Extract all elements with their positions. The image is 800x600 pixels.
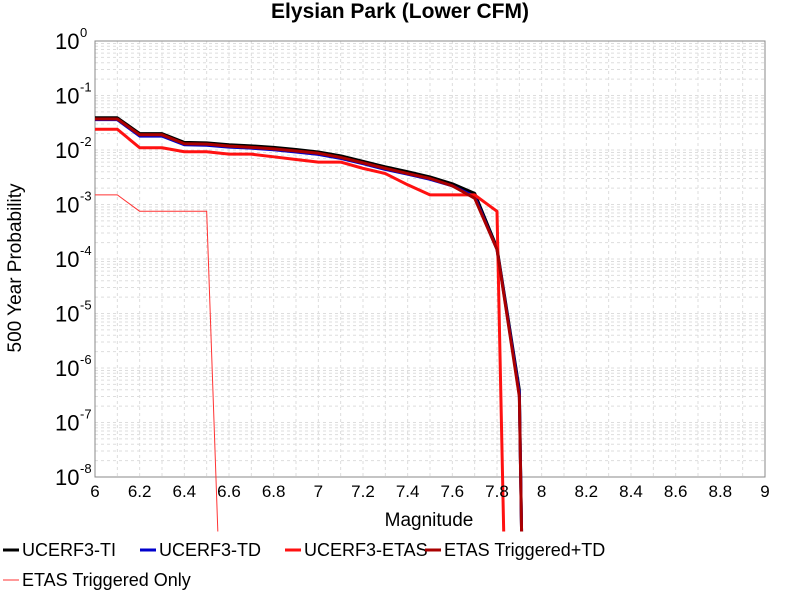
y-tick-label: 10 -1 <box>55 80 92 109</box>
y-tick-base: 10 <box>55 247 79 272</box>
x-tick-label: 8.2 <box>575 482 599 501</box>
legend-item: ETAS Triggered Only <box>3 570 191 590</box>
y-tick-exponent: 0 <box>80 25 87 40</box>
series-line-etas-triggered-td <box>95 117 524 532</box>
y-tick-exponent: -4 <box>80 243 92 258</box>
legend-label: ETAS Triggered+TD <box>444 540 605 560</box>
y-tick-base: 10 <box>55 356 79 381</box>
y-tick-exponent: -6 <box>80 352 92 367</box>
x-tick-label: 7.2 <box>351 482 375 501</box>
y-tick-label: 10 -6 <box>55 352 92 381</box>
y-tick-base: 10 <box>55 302 79 327</box>
y-tick-exponent: -3 <box>80 189 92 204</box>
y-axis-label: 500 Year Probability <box>5 183 26 353</box>
chart-title: Elysian Park (Lower CFM) <box>271 0 529 23</box>
x-tick-label: 6.4 <box>173 482 197 501</box>
x-tick-labels: 6 6.2 6.4 6.6 6.8 7 7.2 7.4 7.6 7.8 8 8.2 8.4 8.6 8.8 9 <box>90 482 769 501</box>
x-tick-label: 6.8 <box>262 482 286 501</box>
y-tick-exponent: -5 <box>80 298 92 313</box>
y-tick-base: 10 <box>55 465 79 490</box>
y-tick-base: 10 <box>55 411 79 436</box>
y-tick-label: 10 -8 <box>55 461 92 490</box>
x-tick-label: 6.6 <box>217 482 241 501</box>
series-lines <box>95 116 524 532</box>
legend: UCERF3-TI UCERF3-TD UCERF3-ETAS ETAS Trigge… <box>3 540 605 590</box>
legend-label: UCERF3-TI <box>22 540 116 560</box>
y-tick-exponent: -8 <box>80 461 92 476</box>
legend-item: UCERF3-ETAS <box>285 540 428 560</box>
y-tick-base: 10 <box>55 138 79 163</box>
y-tick-exponent: -2 <box>80 134 92 149</box>
legend-item: ETAS Triggered+TD <box>425 540 605 560</box>
x-tick-label: 8.4 <box>619 482 643 501</box>
y-tick-label: 10 0 <box>55 25 87 54</box>
x-axis-label: Magnitude <box>385 510 474 531</box>
y-tick-base: 10 <box>55 84 79 109</box>
series-line-ucerf3-etas <box>95 127 506 532</box>
x-tick-label: 8.6 <box>664 482 688 501</box>
x-tick-label: 7 <box>314 482 323 501</box>
x-tick-label: 9 <box>760 482 769 501</box>
y-tick-label: 10 -4 <box>55 243 92 272</box>
y-tick-exponent: -1 <box>80 80 92 95</box>
grid <box>94 41 766 478</box>
y-tick-label: 10 -2 <box>55 134 92 163</box>
x-tick-label: 6.2 <box>128 482 152 501</box>
y-tick-label: 10 -3 <box>55 189 92 218</box>
y-tick-base: 10 <box>55 193 79 218</box>
x-tick-label: 8 <box>537 482 546 501</box>
plot-frame <box>94 40 766 478</box>
y-tick-base: 10 <box>55 29 79 54</box>
x-tick-label: 7.4 <box>396 482 420 501</box>
x-tick-label: 8.8 <box>709 482 733 501</box>
legend-item: UCERF3-TI <box>3 540 116 560</box>
y-tick-label: 10 -5 <box>55 298 92 327</box>
legend-label: ETAS Triggered Only <box>22 570 191 590</box>
x-tick-label: 7.6 <box>441 482 465 501</box>
y-tick-label: 10 -7 <box>55 407 92 436</box>
series-line-etas-triggered-only <box>95 194 219 532</box>
legend-item: UCERF3-TD <box>140 540 261 560</box>
x-tick-label: 7.8 <box>485 482 509 501</box>
y-tick-exponent: -7 <box>80 407 92 422</box>
legend-label: UCERF3-TD <box>159 540 261 560</box>
x-tick-label: 6 <box>90 482 99 501</box>
legend-label: UCERF3-ETAS <box>304 540 428 560</box>
